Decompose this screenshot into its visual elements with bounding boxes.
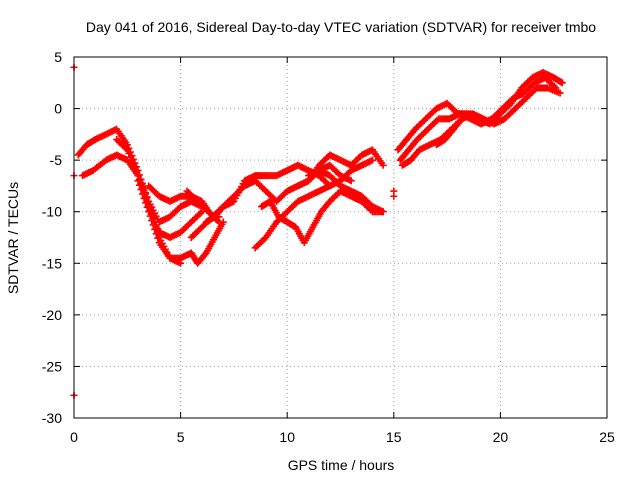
axis-ticks: 0 5 10 15 20 25 5 0 -5 -10 -15 -20 -25 -30: [42, 49, 615, 445]
data-point: [196, 209, 204, 217]
data-point: [135, 181, 143, 189]
y-tick-label: 5: [54, 49, 62, 65]
data-point: [558, 79, 566, 87]
data-point: [129, 161, 137, 169]
data-point: [390, 192, 398, 200]
data-points: [70, 63, 566, 399]
chart-title: Day 041 of 2016, Sidereal Day-to-day VTE…: [86, 19, 596, 35]
data-point: [134, 177, 142, 185]
data-point: [131, 164, 139, 172]
data-point: [379, 208, 387, 216]
data-point: [260, 235, 268, 243]
data-point: [143, 203, 151, 211]
x-tick-label: 0: [70, 429, 78, 445]
data-point: [135, 175, 143, 183]
y-tick-label: -25: [42, 358, 62, 374]
data-point: [368, 156, 376, 164]
y-tick-label: -15: [42, 255, 62, 271]
data-point: [123, 146, 131, 154]
x-tick-label: 25: [599, 429, 615, 445]
data-point: [154, 234, 162, 242]
x-tick-label: 20: [493, 429, 509, 445]
data-point: [152, 230, 160, 238]
data-point: [140, 194, 148, 202]
data-point: [148, 217, 156, 225]
x-tick-label: 5: [177, 429, 185, 445]
grid: [74, 57, 607, 418]
data-point: [475, 115, 483, 123]
x-tick-label: 10: [279, 429, 295, 445]
x-axis-label: GPS time / hours: [288, 457, 395, 473]
data-point: [149, 221, 157, 229]
x-tick-label: 15: [386, 429, 402, 445]
data-point: [201, 250, 209, 258]
data-point: [213, 217, 221, 225]
data-point: [132, 168, 140, 176]
y-tick-label: -30: [42, 410, 62, 426]
y-tick-label: -20: [42, 307, 62, 323]
y-tick-label: 0: [54, 101, 62, 117]
data-point: [347, 177, 355, 185]
data-point: [122, 144, 130, 152]
data-point: [215, 218, 223, 226]
y-tick-label: -10: [42, 204, 62, 220]
data-point: [125, 150, 133, 158]
data-point: [128, 157, 136, 165]
data-point: [556, 89, 564, 97]
data-point: [126, 153, 134, 161]
data-point: [145, 208, 153, 216]
y-axis-label: SDTVAR / TECUs: [5, 182, 21, 294]
data-point: [137, 186, 145, 194]
data-point: [379, 161, 387, 169]
plot-frame: [73, 56, 608, 419]
data-point: [151, 225, 159, 233]
data-point: [146, 212, 154, 220]
data-point: [139, 190, 147, 198]
y-tick-label: -5: [50, 152, 63, 168]
data-point: [142, 199, 150, 207]
